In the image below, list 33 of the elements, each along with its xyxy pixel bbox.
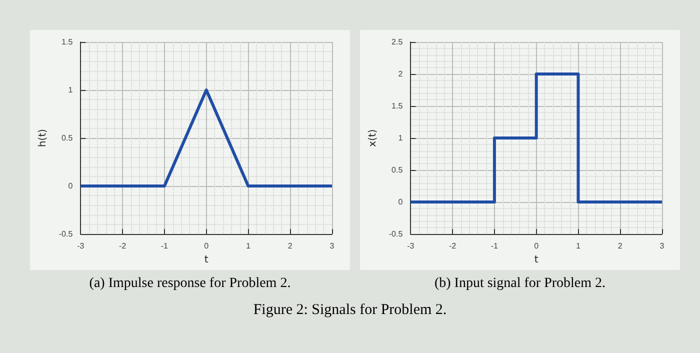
x-axis-title: t <box>204 254 208 266</box>
y-axis-title: x(t) <box>368 129 378 147</box>
y-tick-label: -0.5 <box>388 230 404 238</box>
y-tick-label: 0.5 <box>392 166 404 174</box>
x-tick-label: 0 <box>534 242 540 250</box>
y-tick-label: 1 <box>398 134 404 142</box>
x-axis-title: t <box>534 254 538 266</box>
x-tick-label: 2 <box>288 242 293 250</box>
y-tick-label: 2.5 <box>392 38 404 46</box>
x-tick-label: -2 <box>449 242 457 250</box>
y-tick-label: 2 <box>398 70 404 78</box>
y-axis-title: h(t) <box>38 128 48 148</box>
caption: Figure 2: Signals for Problem 2. <box>252 302 448 319</box>
x-tick-label: -2 <box>119 242 127 250</box>
y-tick-label: -0.5 <box>58 230 74 238</box>
x-tick-label: 1 <box>246 242 251 250</box>
text: (a) Impulse response for Problem 2. <box>88 276 292 292</box>
y-tick-label: 0.5 <box>62 134 74 142</box>
y-tick-label: 1 <box>68 86 74 94</box>
x-tick-label: 3 <box>330 242 335 250</box>
x-tick-label: -3 <box>407 242 415 250</box>
text: (b) Input signal for Problem 2. <box>433 276 607 292</box>
y-tick-label: 1.5 <box>392 102 404 110</box>
x-tick-label: 3 <box>660 242 665 250</box>
x-tick-label: -1 <box>160 242 169 250</box>
x-tick-label: 2 <box>618 242 623 250</box>
y-tick-label: 0 <box>398 198 404 206</box>
x-tick-label: 0 <box>204 242 210 250</box>
x-tick-label: -3 <box>77 242 85 250</box>
x-tick-label: 1 <box>576 242 581 250</box>
x-tick-label: -1 <box>490 242 499 250</box>
y-tick-label: 1.5 <box>62 38 74 46</box>
y-tick-label: 0 <box>68 182 74 190</box>
